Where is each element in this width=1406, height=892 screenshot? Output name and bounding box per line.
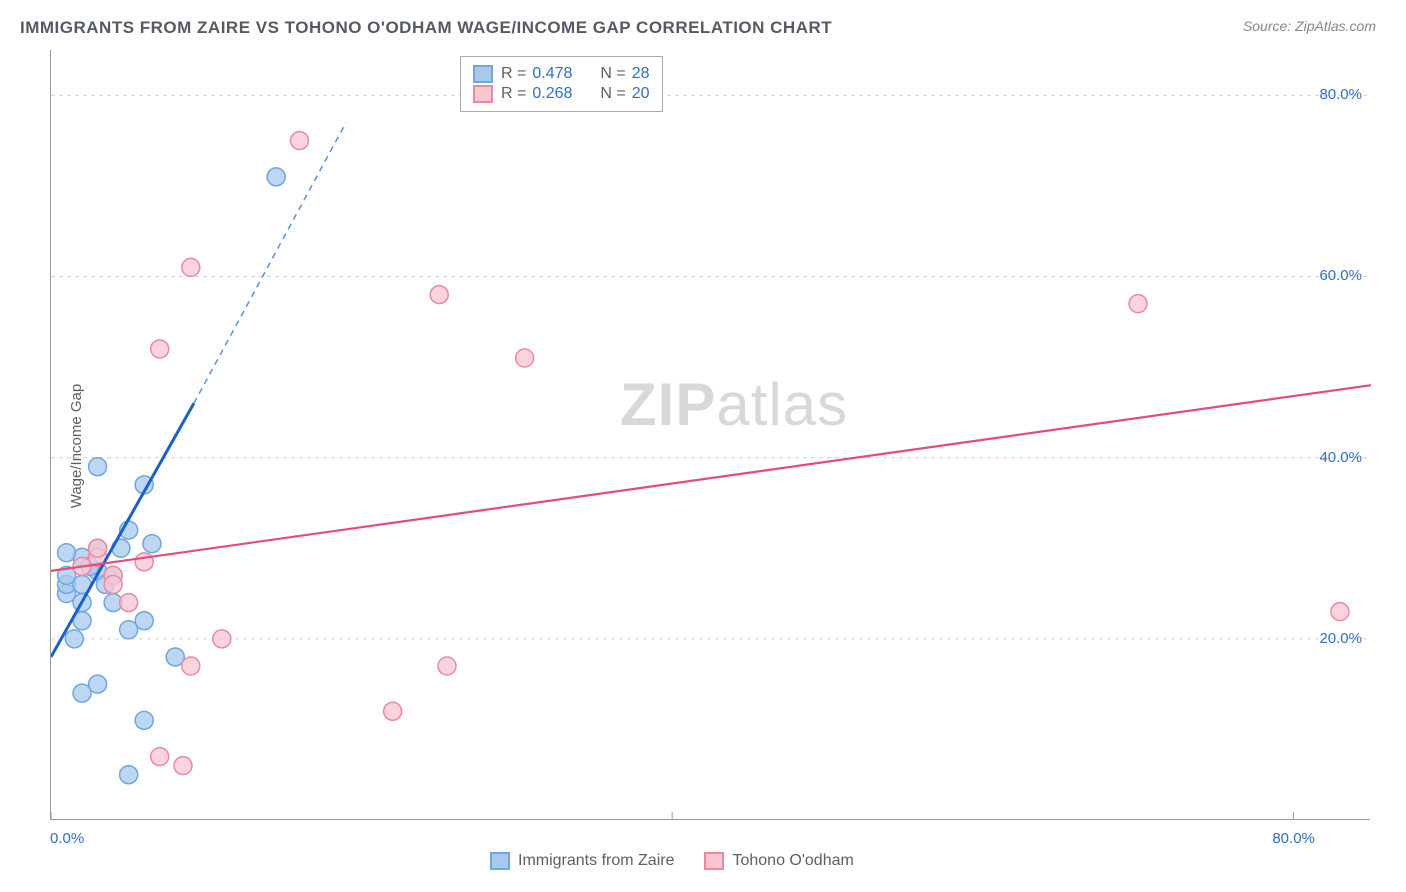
chart-title: IMMIGRANTS FROM ZAIRE VS TOHONO O'ODHAM … — [20, 18, 832, 38]
trend-line-extension — [194, 122, 346, 403]
data-point — [120, 621, 138, 639]
data-point — [290, 132, 308, 150]
data-point — [143, 535, 161, 553]
legend-swatch — [473, 65, 493, 83]
data-point — [135, 711, 153, 729]
data-point — [182, 258, 200, 276]
y-tick-label: 20.0% — [1319, 630, 1362, 647]
data-point — [1129, 295, 1147, 313]
data-point — [213, 630, 231, 648]
legend-swatch — [490, 852, 510, 870]
data-point — [89, 458, 107, 476]
r-label: R = 0.268 — [501, 85, 572, 103]
data-point — [120, 766, 138, 784]
data-point — [58, 544, 76, 562]
n-label: N = 20 — [600, 85, 649, 103]
n-label: N = 28 — [600, 65, 649, 83]
legend-label: Tohono O'odham — [732, 852, 853, 870]
data-point — [73, 684, 91, 702]
legend-stat-row: R = 0.268 N = 20 — [473, 85, 650, 103]
data-point — [174, 757, 192, 775]
legend-item: Tohono O'odham — [704, 852, 853, 870]
legend-swatch — [704, 852, 724, 870]
legend-item: Immigrants from Zaire — [490, 852, 674, 870]
data-point — [151, 748, 169, 766]
data-point — [384, 702, 402, 720]
data-point — [430, 286, 448, 304]
legend-swatch — [473, 85, 493, 103]
data-point — [438, 657, 456, 675]
data-point — [135, 553, 153, 571]
source-label: Source: ZipAtlas.com — [1243, 18, 1376, 34]
data-point — [516, 349, 534, 367]
x-tick-label: 0.0% — [50, 830, 84, 847]
legend-series: Immigrants from Zaire Tohono O'odham — [490, 852, 854, 870]
data-point — [89, 539, 107, 557]
y-tick-label: 60.0% — [1319, 267, 1362, 284]
data-point — [267, 168, 285, 186]
data-point — [120, 594, 138, 612]
y-tick-label: 80.0% — [1319, 86, 1362, 103]
watermark: ZIPatlas — [620, 370, 848, 439]
data-point — [151, 340, 169, 358]
data-point — [65, 630, 83, 648]
legend-label: Immigrants from Zaire — [518, 852, 674, 870]
r-label: R = 0.478 — [501, 65, 572, 83]
legend-stat-row: R = 0.478 N = 28 — [473, 65, 650, 83]
data-point — [104, 575, 122, 593]
trend-line — [51, 403, 194, 657]
x-tick-label: 80.0% — [1272, 830, 1315, 847]
data-point — [1331, 603, 1349, 621]
data-point — [182, 657, 200, 675]
y-tick-label: 40.0% — [1319, 449, 1362, 466]
legend-stats: R = 0.478 N = 28 R = 0.268 N = 20 — [460, 56, 663, 112]
